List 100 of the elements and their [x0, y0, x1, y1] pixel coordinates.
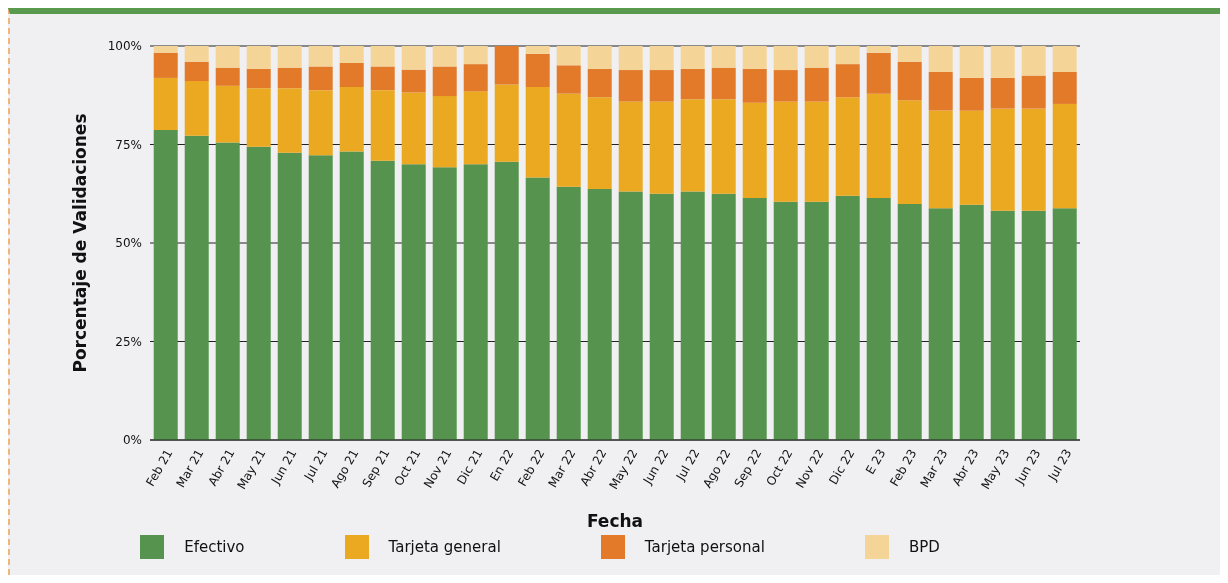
legend-label: Efectivo	[184, 537, 245, 556]
bar	[680, 191, 705, 440]
bar	[184, 135, 209, 440]
x-tick-label: Feb 21	[143, 446, 176, 489]
bar	[587, 97, 612, 190]
bar	[463, 91, 488, 165]
bar	[432, 96, 457, 168]
y-tick-label: 75%	[115, 137, 142, 152]
bar	[742, 46, 767, 69]
bar	[556, 186, 581, 440]
bar	[215, 46, 240, 68]
bar	[835, 46, 860, 65]
bar	[804, 201, 829, 440]
bar	[1052, 208, 1077, 440]
bar	[1021, 75, 1046, 109]
y-tick-label: 0%	[122, 433, 142, 448]
bar	[432, 167, 457, 440]
bar	[649, 70, 674, 102]
bar	[680, 68, 705, 100]
x-tick-label: Jun 21	[267, 446, 300, 488]
bar	[711, 46, 736, 68]
bar	[680, 46, 705, 69]
bar	[649, 46, 674, 71]
bar	[649, 101, 674, 194]
bar	[246, 88, 271, 147]
bar	[463, 164, 488, 440]
bar	[773, 101, 798, 202]
bar	[401, 46, 426, 70]
bar	[928, 110, 953, 209]
bar	[277, 152, 302, 440]
bar	[339, 151, 364, 440]
bar	[463, 64, 488, 92]
bar	[959, 77, 984, 111]
bar	[866, 52, 891, 94]
bar	[835, 97, 860, 196]
bar	[897, 100, 922, 204]
bar	[835, 64, 860, 98]
x-tick-label: Oct 21	[391, 446, 424, 489]
bar	[866, 198, 891, 440]
bar	[277, 46, 302, 68]
bar	[928, 46, 953, 72]
bar	[866, 46, 891, 53]
bar	[959, 204, 984, 440]
bar	[370, 160, 395, 440]
bar	[990, 46, 1015, 78]
bar	[897, 203, 922, 440]
bar	[370, 90, 395, 161]
bar	[835, 195, 860, 440]
y-tick-label: 100%	[107, 39, 142, 54]
bar	[804, 46, 829, 68]
bar	[742, 102, 767, 199]
bar	[494, 46, 519, 85]
bar	[804, 67, 829, 102]
x-axis-title: Fecha	[586, 511, 644, 531]
bar	[153, 46, 178, 53]
bar	[401, 164, 426, 440]
bar	[1052, 46, 1077, 72]
bar	[246, 146, 271, 440]
x-tick-label: Jun 22	[639, 446, 672, 488]
x-tick-label: En 22	[487, 446, 517, 484]
bar	[711, 193, 736, 440]
bar	[153, 129, 178, 440]
bar	[928, 72, 953, 111]
x-tick-label: Feb 23	[887, 446, 920, 489]
x-tick-label: Dic 22	[826, 446, 858, 487]
bar	[959, 110, 984, 205]
bar	[494, 84, 519, 162]
bar	[587, 68, 612, 98]
bar	[618, 70, 643, 102]
bar	[711, 67, 736, 100]
bar	[401, 92, 426, 165]
x-tick-label: Feb 22	[515, 446, 548, 489]
bar	[308, 90, 333, 156]
bar	[680, 99, 705, 192]
bar	[990, 77, 1015, 109]
bar	[773, 46, 798, 71]
bar	[1052, 72, 1077, 104]
bar	[339, 86, 364, 152]
bar	[556, 65, 581, 94]
bar	[556, 93, 581, 187]
bar	[215, 142, 240, 440]
bar	[432, 66, 457, 97]
bar	[246, 68, 271, 89]
bar	[711, 99, 736, 194]
bar	[432, 46, 457, 67]
bar	[184, 81, 209, 136]
bar	[773, 201, 798, 440]
bar	[246, 46, 271, 69]
bar	[525, 86, 550, 178]
bar	[618, 191, 643, 440]
bar	[370, 46, 395, 67]
bar	[153, 52, 178, 78]
bar	[463, 46, 488, 65]
x-tick-label: Jul 22	[673, 446, 703, 484]
bar	[401, 69, 426, 93]
x-tick-label: Jul 21	[301, 446, 331, 484]
bar	[990, 210, 1015, 440]
bar	[525, 53, 550, 87]
x-tick-label: Dic 21	[454, 446, 486, 487]
bar	[215, 67, 240, 86]
